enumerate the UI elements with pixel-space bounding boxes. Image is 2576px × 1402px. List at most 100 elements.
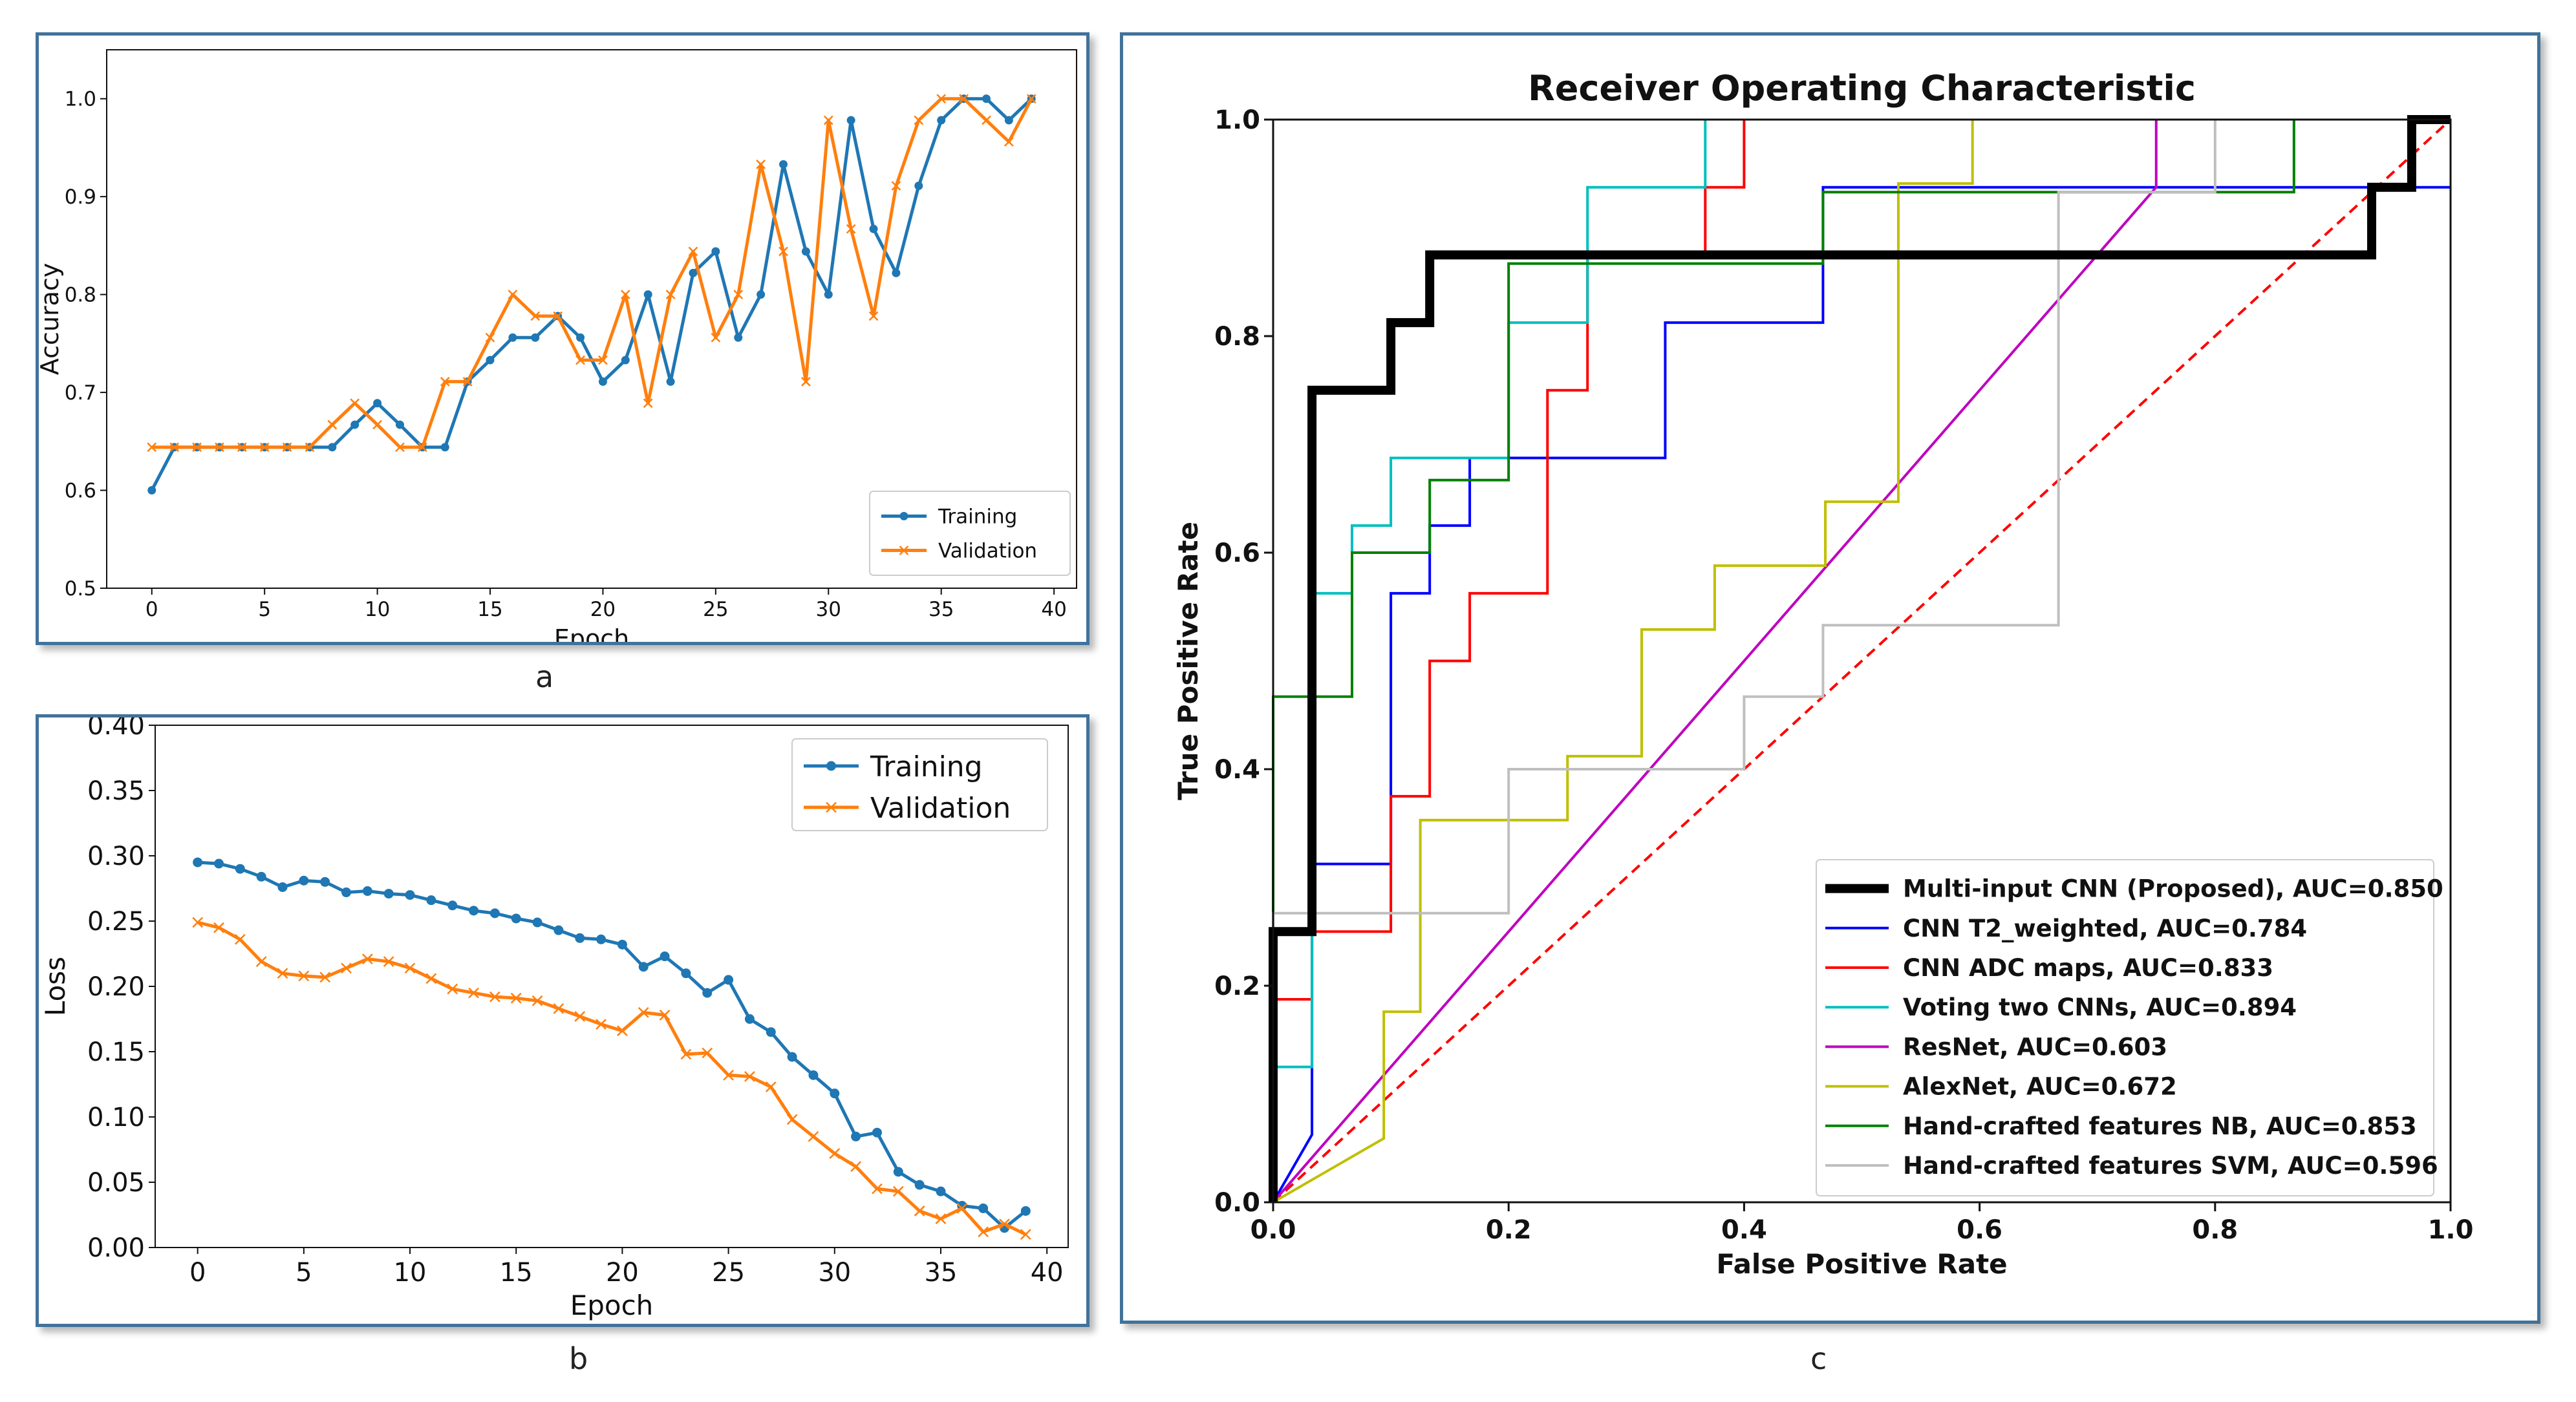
validation-point [659, 1010, 671, 1021]
validation-point [850, 1161, 862, 1173]
validation-point [620, 290, 630, 300]
validation-point [868, 311, 879, 321]
validation-point [169, 442, 180, 452]
roc-curve [1269, 115, 2451, 1202]
validation-point [643, 398, 653, 409]
x-axis-label: Epoch [554, 624, 629, 642]
caption-a: a [535, 659, 554, 694]
validation-point [999, 1218, 1010, 1230]
training-point [1020, 1206, 1031, 1216]
x-tick-label: 20 [590, 598, 616, 621]
training-point [575, 933, 585, 943]
training-point [362, 886, 372, 897]
y-tick-label: 0.35 [87, 776, 145, 806]
training-point [531, 333, 540, 342]
validation-point [1020, 1229, 1031, 1240]
training-point [830, 1089, 840, 1099]
validation-point [1004, 136, 1014, 147]
training-point [621, 356, 630, 365]
accuracy-chart: 0 5 10 15 20 25 30 35 40 0.5 0.6 0.7 0.8 0.9 1.0 Epoch A… [39, 49, 1077, 642]
y-tick-label: 0.4 [1214, 755, 1260, 785]
training-point [576, 333, 585, 342]
training-point [757, 290, 766, 299]
training-point [801, 247, 810, 256]
validation-point [959, 94, 969, 104]
y-tick-label: 0.7 [65, 381, 96, 405]
plot-frame [106, 49, 1077, 589]
training-line [150, 97, 1033, 491]
training-point [643, 290, 652, 299]
validation-line [197, 920, 1027, 1237]
validation-point [508, 290, 518, 300]
validation-point [891, 181, 901, 191]
legend-box [869, 491, 1071, 576]
training-point [702, 988, 713, 998]
training-point [914, 1180, 925, 1190]
training-point [982, 94, 991, 103]
validation-point [688, 246, 698, 257]
training-point [869, 224, 878, 233]
legend-label: AlexNet, AUC=0.672 [1903, 1073, 2177, 1101]
x-tick-label: 0.4 [1721, 1215, 1767, 1245]
roc-curve [1272, 120, 2216, 1202]
caption-b: b [569, 1341, 588, 1376]
roc-curve [1272, 120, 1974, 1204]
training-point [851, 1131, 861, 1142]
y-tick-label: 0.5 [65, 577, 96, 600]
training-point [508, 333, 517, 342]
training-point [638, 962, 649, 972]
validation-point [489, 991, 500, 1003]
validation-point [786, 1114, 798, 1125]
validation-point [447, 983, 458, 995]
x-tick-label: 10 [394, 1258, 427, 1288]
chance-diagonal-line [1272, 118, 2452, 1204]
validation-point [395, 442, 405, 452]
y-tick-label: 0.00 [87, 1233, 145, 1263]
validation-point [665, 290, 676, 300]
validation-point [215, 442, 224, 452]
x-tick-label: 25 [712, 1258, 745, 1288]
y-tick-label: 0.05 [87, 1168, 145, 1198]
validation-point [829, 1148, 841, 1159]
validation-point [298, 970, 310, 982]
legend-training-label: Training [870, 750, 983, 783]
validation-point [808, 1131, 819, 1142]
validation-point [531, 995, 543, 1006]
training-point [766, 1027, 776, 1037]
y-tick-label: 0.30 [87, 842, 145, 871]
roc-curve [1272, 120, 2158, 1204]
validation-point [213, 922, 224, 933]
y-axis-label: Accuracy [39, 263, 64, 376]
validation-point [282, 442, 292, 452]
validation-point [350, 398, 360, 409]
caption-c: c [1810, 1341, 1827, 1376]
training-point [350, 420, 360, 429]
training-point [511, 913, 521, 924]
validation-point [914, 115, 924, 125]
training-point [598, 377, 607, 386]
validation-point [327, 420, 338, 430]
validation-point [914, 1206, 925, 1216]
accuracy-chart-panel: 0 5 10 15 20 25 30 35 40 0.5 0.6 0.7 0.8 0.9 1.0 Epoch A… [36, 32, 1089, 645]
validation-point [425, 973, 437, 984]
x-tick-label: 25 [703, 598, 728, 621]
training-point [395, 420, 404, 429]
x-tick-label: 35 [925, 1258, 958, 1288]
training-line [197, 860, 1027, 1230]
validation-point [846, 224, 856, 234]
training-point [660, 951, 670, 962]
y-axis-label: Loss [39, 957, 71, 1016]
x-tick-label: 5 [258, 598, 271, 621]
legend-training-marker [899, 512, 908, 520]
validation-point [462, 377, 473, 387]
training-point [787, 1052, 797, 1062]
validation-point [801, 377, 811, 387]
training-point [1004, 116, 1013, 125]
roc-chart-panel: Receiver Operating Characteristic 0.0 0.2 0… [1120, 32, 2540, 1324]
legend-label: Hand-crafted features SVM, AUC=0.596 [1903, 1152, 2438, 1180]
x-tick-label: 30 [816, 598, 841, 621]
y-tick-label: 0.9 [65, 186, 96, 209]
validation-point [147, 442, 157, 452]
training-point [711, 247, 720, 256]
validation-point [530, 311, 541, 321]
